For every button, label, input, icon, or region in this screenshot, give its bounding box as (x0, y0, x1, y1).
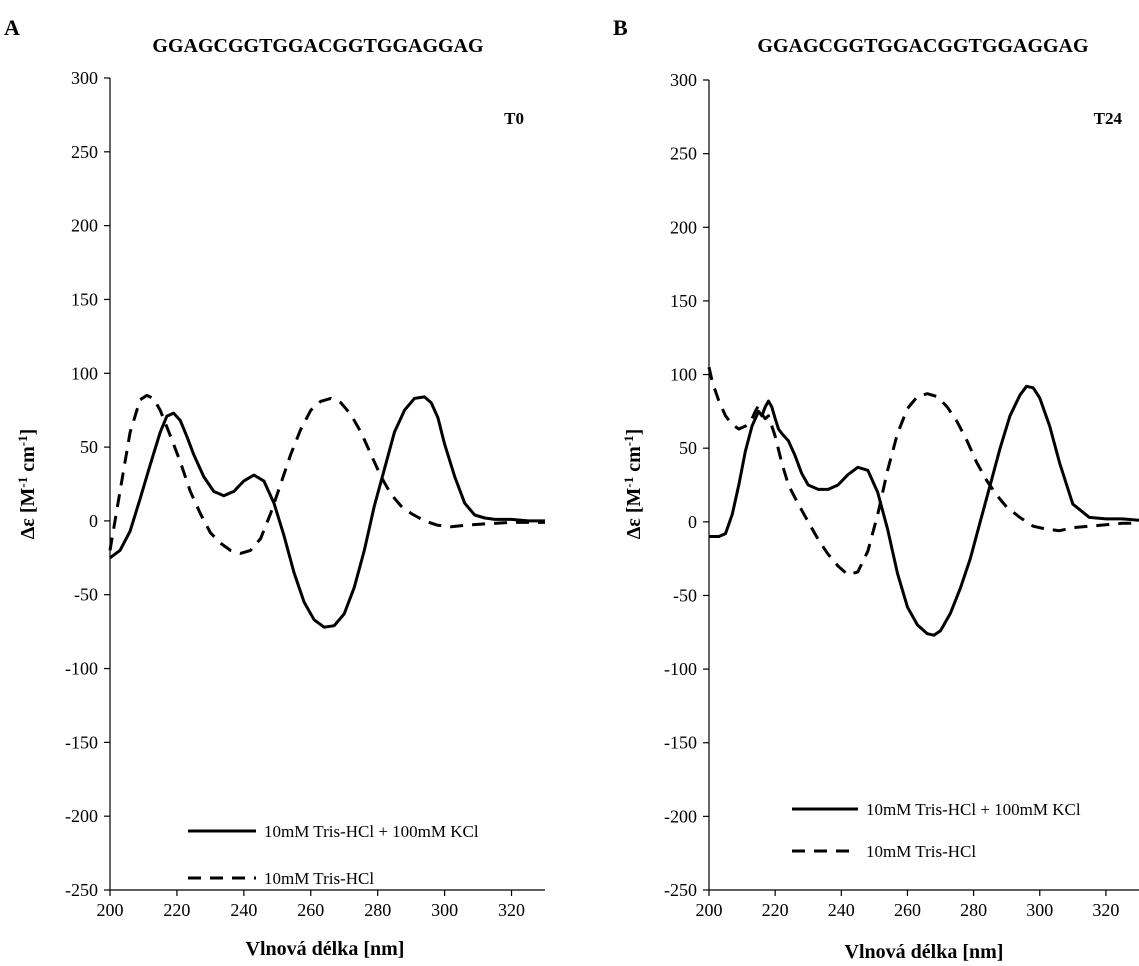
x-tick-label: 240 (828, 900, 855, 920)
y-tick-label: 100 (71, 363, 98, 383)
panel-a-x-axis-label: Vlnová délka [nm] (246, 938, 405, 960)
x-tick-label: 320 (498, 900, 525, 920)
panel-b: B GGAGCGGTGGACGGTGGAGGAG 300 250 200 150 100… (613, 15, 1139, 963)
panel-b-y-ticks: 300 250 200 150 100 50 0 -50 -100 -150 -200 -250 (664, 70, 709, 900)
x-tick-label: 240 (230, 900, 257, 920)
panel-a-dashed-series-line (108, 393, 545, 555)
y-tick-label: -150 (664, 733, 697, 753)
panel-a-series-layer (108, 393, 545, 629)
y-tick-label: 50 (679, 438, 697, 458)
panel-a-y-axis-label: Δε [M-1 cm-1] (15, 429, 40, 540)
y-tick-label: -200 (664, 806, 697, 826)
x-tick-label: 220 (163, 900, 190, 920)
y-tick-label: 150 (670, 291, 697, 311)
y-tick-label: -50 (74, 585, 98, 605)
x-tick-label: 200 (97, 900, 124, 920)
x-tick-label: 300 (1026, 900, 1053, 920)
panel-a-sequence-title: GGAGCGGTGGACGGTGGAGGAG (152, 35, 484, 57)
x-tick-label: 320 (1092, 900, 1119, 920)
panel-b-legend-dashed-label: 10mM Tris-HCl (866, 842, 976, 861)
y-tick-label: 200 (670, 217, 697, 237)
panel-b-corner-label: T24 (1094, 109, 1123, 128)
x-tick-label: 260 (894, 900, 921, 920)
panel-a-letter: A (4, 15, 20, 40)
y-tick-label: 0 (688, 512, 697, 532)
x-tick-label: 300 (431, 900, 458, 920)
panel-a-legend-dashed-label: 10mM Tris-HCl (264, 869, 374, 888)
y-tick-label: 300 (71, 68, 98, 88)
y-tick-label: 100 (670, 365, 697, 385)
y-tick-label: -150 (65, 732, 98, 752)
panel-b-solid-series-line (709, 384, 1139, 637)
y-tick-label: -100 (65, 659, 98, 679)
y-tick-label: -250 (65, 880, 98, 900)
y-tick-label: 250 (670, 144, 697, 164)
panel-b-dashed-series-line (707, 366, 1139, 577)
y-tick-label: -50 (673, 585, 697, 605)
panel-b-y-axis-label: Δε [M-1 cm-1] (621, 429, 646, 540)
x-tick-label: 280 (960, 900, 987, 920)
panel-b-x-ticks: 200 220 240 260 280 300 320 (696, 890, 1119, 920)
panel-b-legend: 10mM Tris-HCl + 100mM KCl 10mM Tris-HCl (792, 800, 1081, 861)
y-tick-label: 300 (670, 70, 697, 90)
panel-a-corner-label: T0 (504, 109, 524, 128)
panel-b-legend-solid-label: 10mM Tris-HCl + 100mM KCl (866, 800, 1081, 819)
panel-a-legend: 10mM Tris-HCl + 100mM KCl 10mM Tris-HCl (188, 822, 479, 888)
panel-a-y-ticks: 300 250 200 150 100 50 0 -50 -100 -150 -200 -250 (65, 68, 110, 900)
x-tick-label: 200 (696, 900, 723, 920)
x-tick-label: 220 (762, 900, 789, 920)
panel-a-solid-series-line (109, 395, 545, 629)
y-tick-label: -100 (664, 659, 697, 679)
panel-a-legend-solid-label: 10mM Tris-HCl + 100mM KCl (264, 822, 479, 841)
panel-b-series-layer (707, 366, 1139, 637)
y-tick-label: -200 (65, 806, 98, 826)
panel-b-x-axis-label: Vlnová délka [nm] (845, 941, 1004, 963)
y-tick-label: 250 (71, 142, 98, 162)
y-tick-label: 0 (89, 511, 98, 531)
panel-b-plot-area (709, 80, 1139, 890)
y-tick-label: 50 (80, 437, 98, 457)
panel-a-plot-area (110, 78, 545, 890)
panel-a-x-ticks: 200 220 240 260 280 300 320 (97, 890, 525, 920)
panel-b-sequence-title: GGAGCGGTGGACGGTGGAGGAG (757, 35, 1089, 57)
x-tick-label: 280 (364, 900, 391, 920)
x-tick-label: 260 (297, 900, 324, 920)
y-tick-label: -250 (664, 880, 697, 900)
panel-a: A GGAGCGGTGGACGGTGGAGGAG 300 250 200 150 100… (4, 15, 545, 960)
panel-b-letter: B (613, 15, 628, 40)
y-tick-label: 200 (71, 216, 98, 236)
y-tick-label: 150 (71, 289, 98, 309)
